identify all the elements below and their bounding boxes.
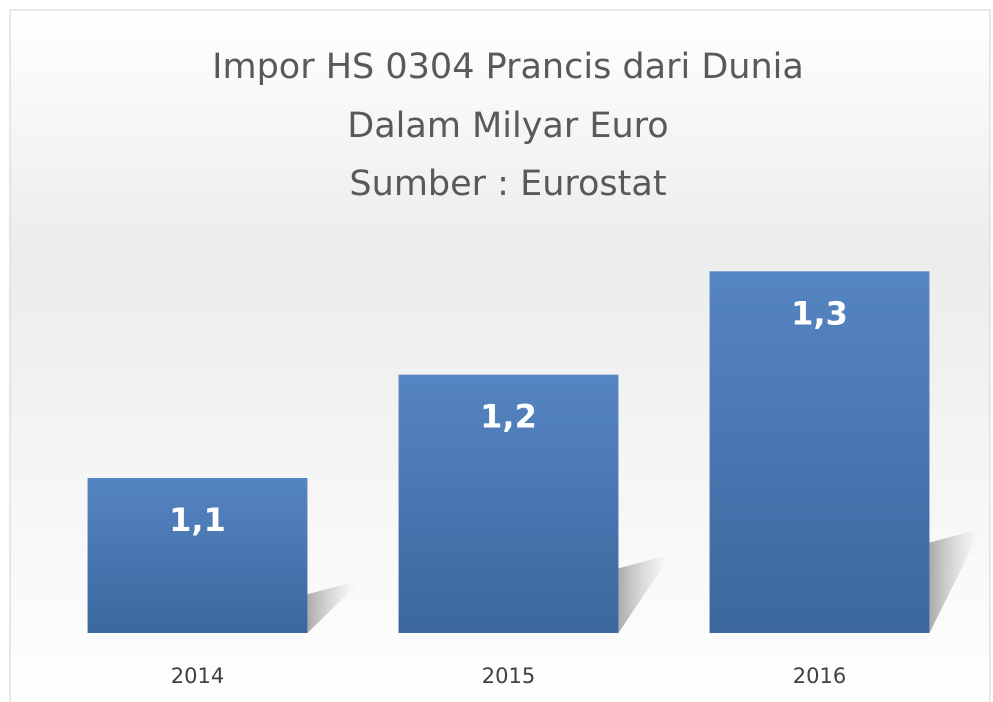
x-tick-label: 2014 xyxy=(171,664,224,688)
bar xyxy=(398,374,619,633)
bar xyxy=(709,271,930,633)
x-tick-label: 2015 xyxy=(482,664,535,688)
bar-shadow xyxy=(307,582,358,633)
bar-shadow xyxy=(618,556,669,633)
data-label: 1,3 xyxy=(791,294,848,332)
x-tick-label: 2016 xyxy=(793,664,846,688)
data-label: 1,2 xyxy=(480,398,537,436)
bar-shadow xyxy=(929,530,980,633)
chart-title: Impor HS 0304 Prancis dari Dunia xyxy=(212,47,804,87)
chart-source: Sumber : Eurostat xyxy=(349,164,666,204)
bar xyxy=(87,478,308,633)
chart-subtitle: Dalam Milyar Euro xyxy=(347,106,668,146)
data-label: 1,1 xyxy=(169,501,226,539)
